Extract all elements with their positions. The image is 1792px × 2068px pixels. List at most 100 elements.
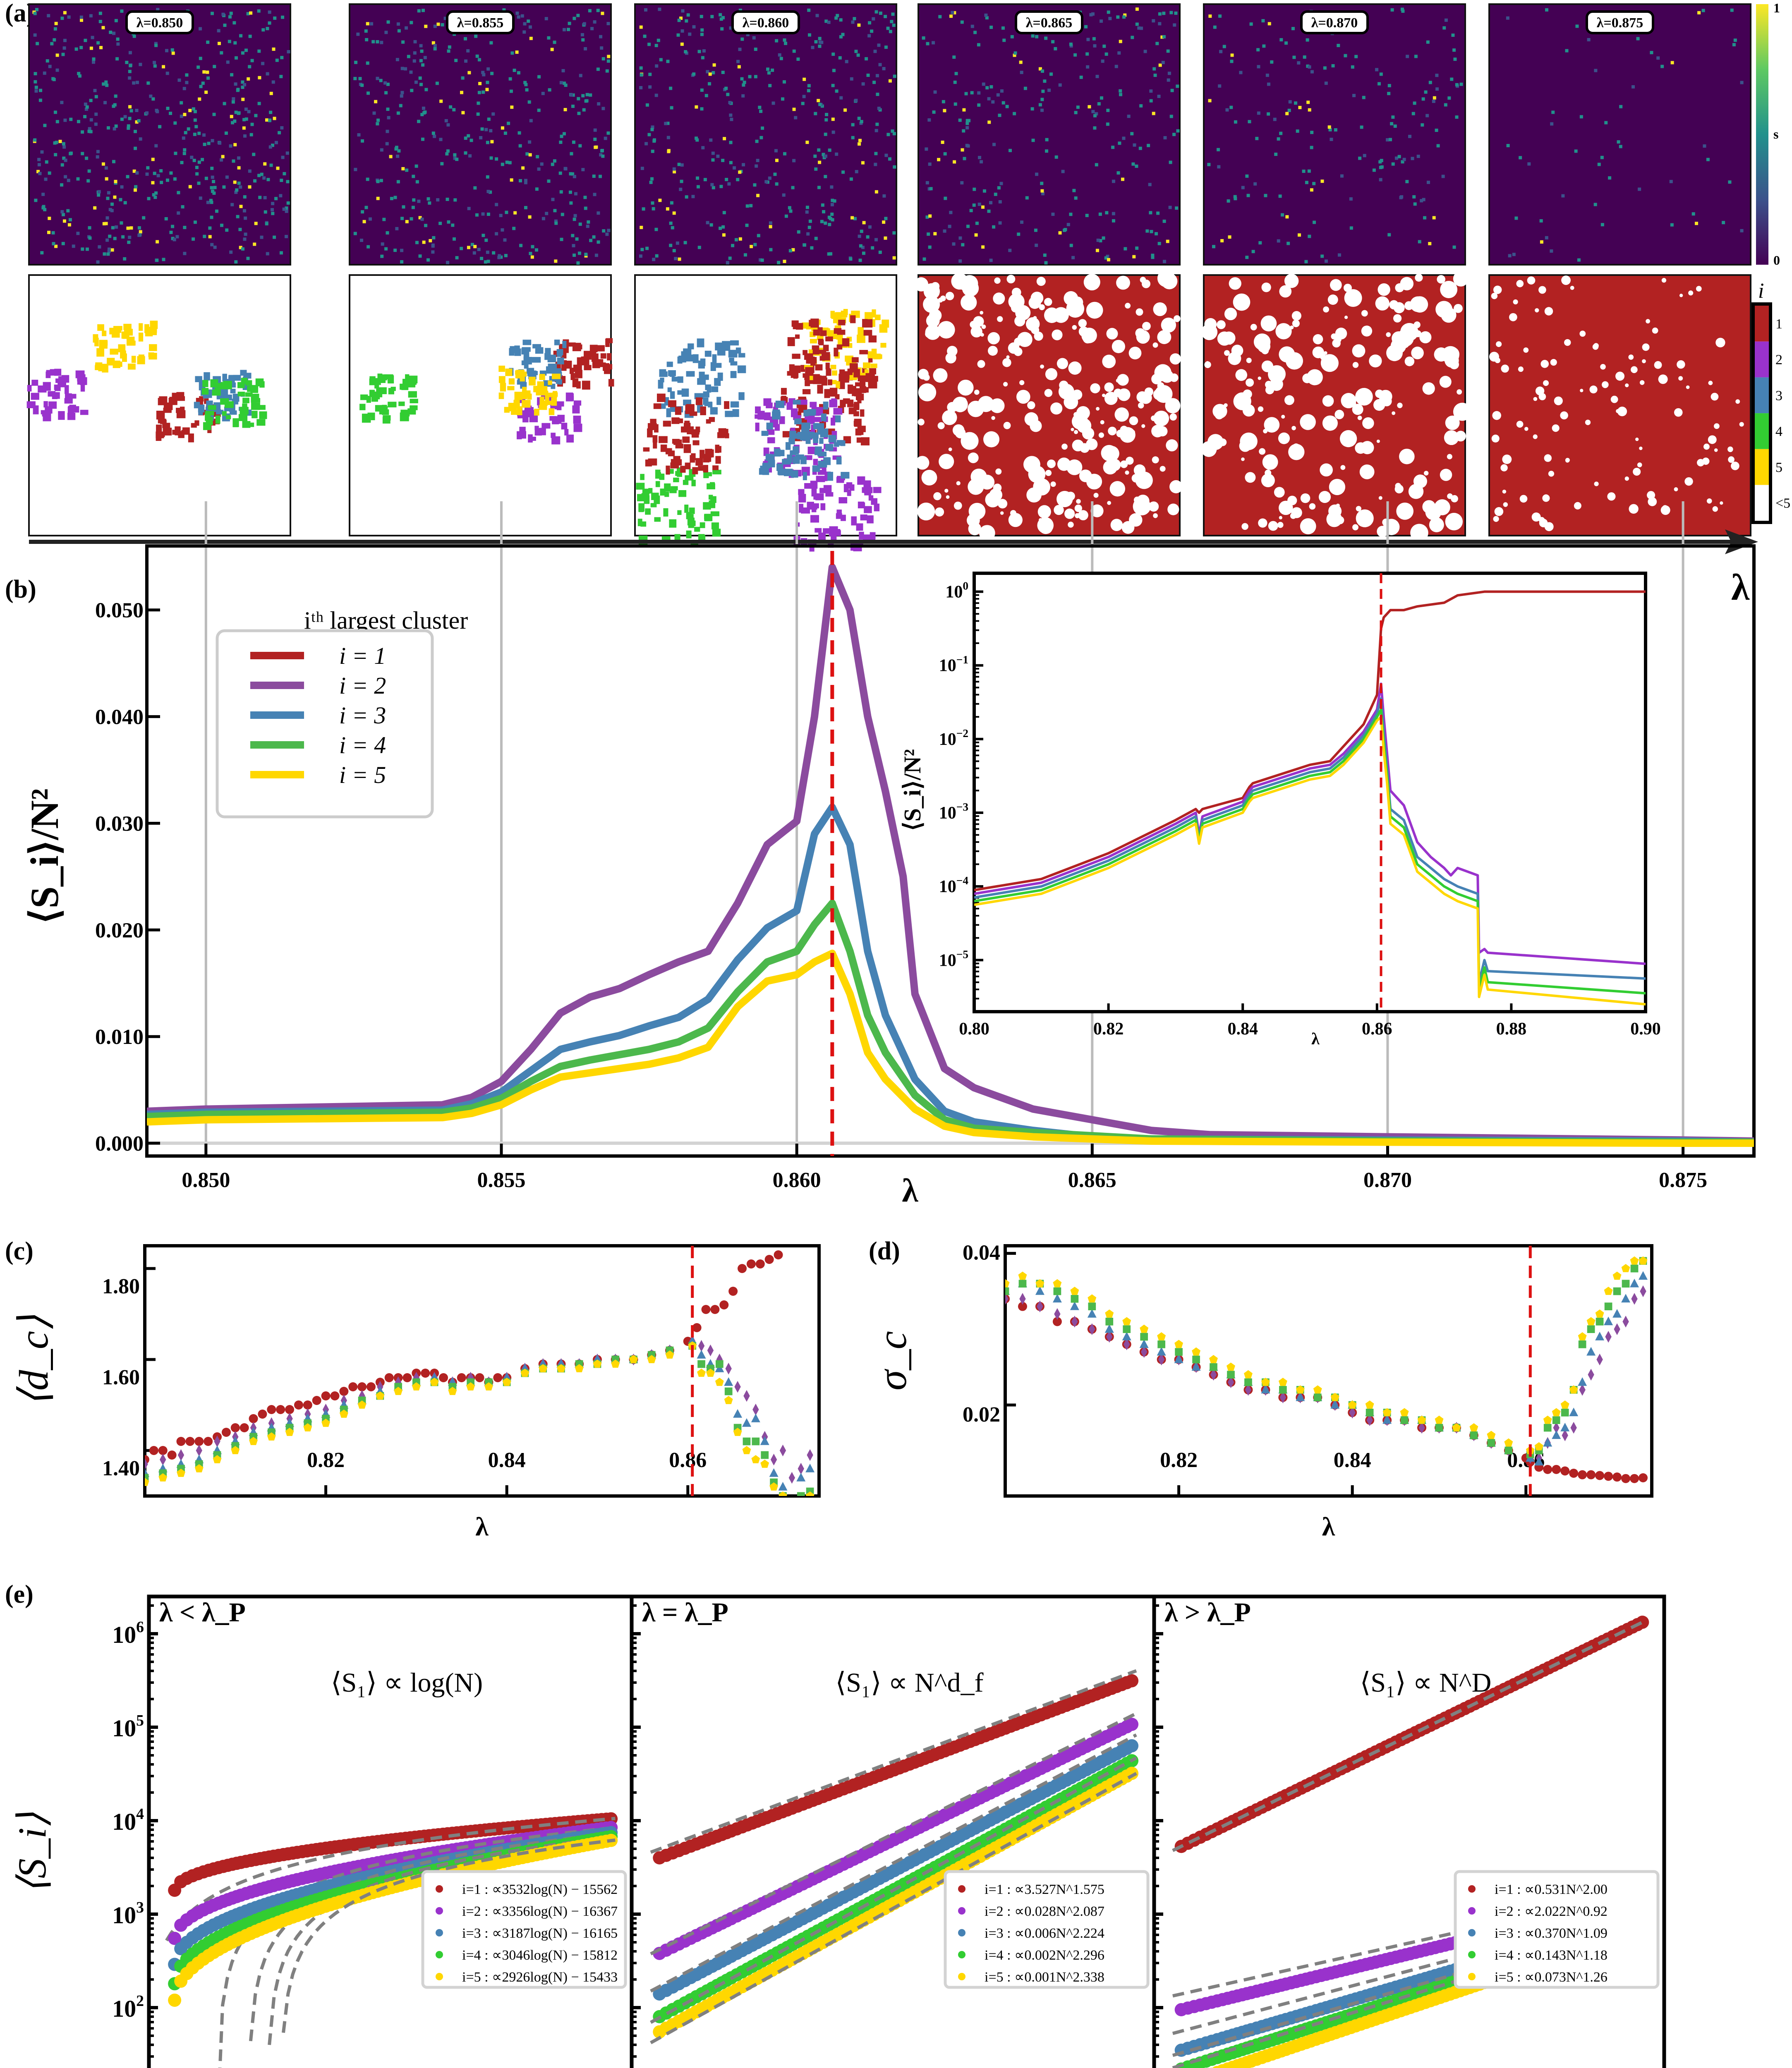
- empty-region: [1074, 504, 1082, 512]
- activity-snapshot: λ=0.860: [634, 3, 897, 266]
- empty-region: [1516, 280, 1524, 287]
- data-group: [165, 1812, 618, 2068]
- series-line-5: [147, 950, 1754, 1147]
- active-site: [360, 84, 364, 87]
- active-site: [860, 230, 863, 233]
- active-site: [210, 167, 214, 170]
- empty-region: [1322, 415, 1338, 431]
- data-point: [1140, 1346, 1148, 1358]
- active-site: [250, 122, 254, 126]
- empty-region: [1524, 427, 1528, 431]
- active-site: [34, 80, 37, 84]
- active-site: [1127, 115, 1131, 118]
- active-site: [1619, 145, 1622, 148]
- data-point: [733, 1428, 742, 1436]
- active-site: [422, 240, 426, 244]
- empty-region: [1509, 313, 1517, 321]
- active-site: [417, 199, 421, 203]
- active-site: [933, 90, 937, 94]
- active-site: [998, 113, 1001, 117]
- empty-region: [974, 390, 980, 395]
- cluster-site: [817, 451, 827, 457]
- active-site: [106, 126, 110, 130]
- active-site: [943, 229, 946, 233]
- active-site: [235, 56, 238, 60]
- active-site: [584, 47, 587, 50]
- data-point: [1125, 1674, 1139, 1687]
- active-site: [428, 201, 431, 205]
- active-site: [1017, 232, 1021, 236]
- active-site: [604, 136, 607, 140]
- cluster-site: [539, 405, 547, 410]
- empty-region: [1397, 402, 1403, 408]
- cluster-site: [573, 400, 582, 406]
- active-site: [645, 103, 649, 107]
- active-site: [94, 112, 98, 116]
- active-site: [422, 111, 426, 115]
- active-site: [753, 183, 757, 187]
- cluster-site: [97, 324, 104, 331]
- active-site: [1152, 112, 1155, 115]
- active-site: [981, 245, 985, 249]
- active-site: [985, 86, 989, 90]
- cluster-site: [698, 466, 706, 471]
- cluster-site: [661, 536, 671, 541]
- cluster-site: [526, 413, 532, 417]
- cluster-site: [738, 353, 745, 358]
- active-site: [1519, 156, 1522, 160]
- active-site: [266, 252, 269, 256]
- active-site: [405, 26, 408, 30]
- active-site: [96, 260, 100, 264]
- data-point: [1470, 1431, 1478, 1439]
- active-site: [716, 154, 720, 158]
- data-point: [177, 1449, 184, 1461]
- cluster-site: [859, 531, 864, 540]
- empty-region: [1291, 311, 1301, 321]
- active-site: [808, 33, 812, 37]
- cluster-site: [810, 359, 816, 366]
- active-site: [1423, 216, 1427, 220]
- data-point: [1089, 1323, 1095, 1335]
- active-site: [836, 14, 839, 17]
- cluster-site: [65, 385, 69, 394]
- cluster-site: [761, 431, 769, 436]
- empty-region: [1565, 458, 1569, 463]
- active-site: [183, 251, 187, 255]
- active-site: [116, 42, 120, 46]
- active-site: [78, 74, 81, 78]
- cluster-site: [551, 373, 561, 379]
- active-site: [452, 237, 456, 241]
- empty-region: [1036, 277, 1046, 286]
- empty-region: [1201, 324, 1218, 340]
- empty-region: [1445, 512, 1463, 531]
- active-site: [464, 151, 467, 155]
- active-site: [139, 62, 142, 66]
- cluster-site: [810, 402, 817, 408]
- cluster-site: [841, 515, 846, 521]
- active-site: [1256, 48, 1260, 52]
- empty-region: [1241, 523, 1248, 530]
- empty-region: [923, 283, 940, 300]
- active-site: [48, 216, 51, 220]
- cluster-site: [805, 435, 811, 444]
- empty-region: [1533, 434, 1538, 439]
- cluster-site: [738, 392, 745, 400]
- active-site: [97, 190, 101, 194]
- active-site: [156, 240, 159, 244]
- active-site: [953, 160, 956, 164]
- active-site: [396, 154, 400, 158]
- activity-snapshot: λ=0.875: [1488, 3, 1751, 266]
- active-site: [1089, 13, 1093, 17]
- active-site: [803, 77, 806, 81]
- active-site: [146, 81, 150, 85]
- cluster-site: [504, 407, 510, 413]
- cluster-site: [222, 411, 227, 416]
- active-site: [153, 64, 157, 68]
- data-point: [1245, 1384, 1252, 1396]
- cluster-site: [695, 397, 702, 405]
- cluster-site: [669, 488, 677, 493]
- inset-y-tick-label: 10−2: [939, 727, 968, 749]
- data-point: [701, 1305, 711, 1314]
- active-site: [248, 34, 252, 38]
- active-site: [93, 89, 97, 92]
